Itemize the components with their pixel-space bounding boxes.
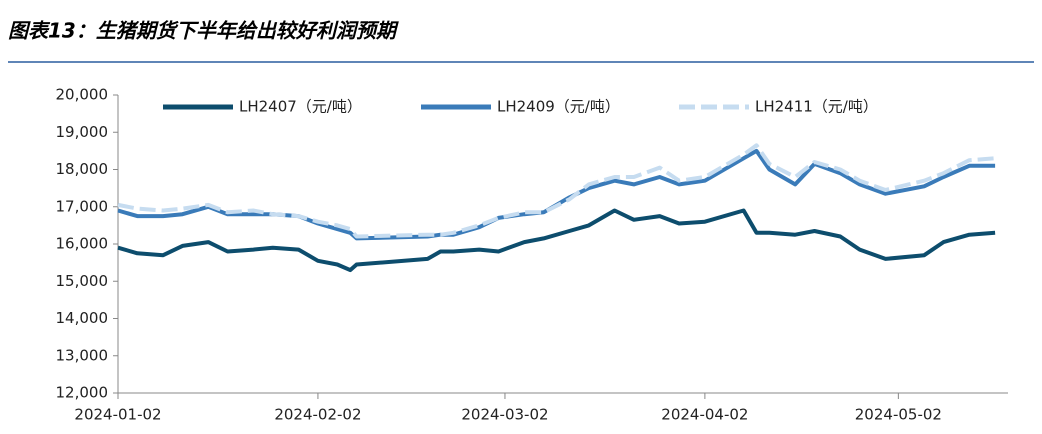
y-tick-label: 17,000	[56, 197, 109, 215]
x-tick-label: 2024-03-02	[461, 406, 548, 424]
x-tick-label: 2024-05-02	[855, 406, 942, 424]
y-tick-label: 16,000	[56, 235, 109, 253]
x-tick-label: 2024-02-02	[274, 406, 361, 424]
series-line	[117, 208, 996, 273]
y-tick-label: 20,000	[56, 86, 109, 104]
legend-label: LH2411（元/吨）	[755, 98, 878, 116]
y-tick-label: 15,000	[56, 272, 109, 290]
chart-title: 图表13：生猪期货下半年给出较好利润预期	[8, 19, 399, 43]
series-line	[117, 143, 996, 239]
y-tick-label: 12,000	[56, 384, 109, 402]
x-tick-label: 2024-04-02	[661, 406, 748, 424]
legend-label: LH2409（元/吨）	[497, 98, 620, 116]
y-tick-label: 14,000	[56, 309, 109, 327]
y-tick-label: 13,000	[56, 346, 109, 364]
legend-label: LH2407（元/吨）	[239, 98, 362, 116]
y-tick-label: 18,000	[56, 160, 109, 178]
x-tick-label: 2024-01-02	[74, 406, 161, 424]
series-line	[117, 148, 996, 241]
y-tick-label: 19,000	[56, 123, 109, 141]
